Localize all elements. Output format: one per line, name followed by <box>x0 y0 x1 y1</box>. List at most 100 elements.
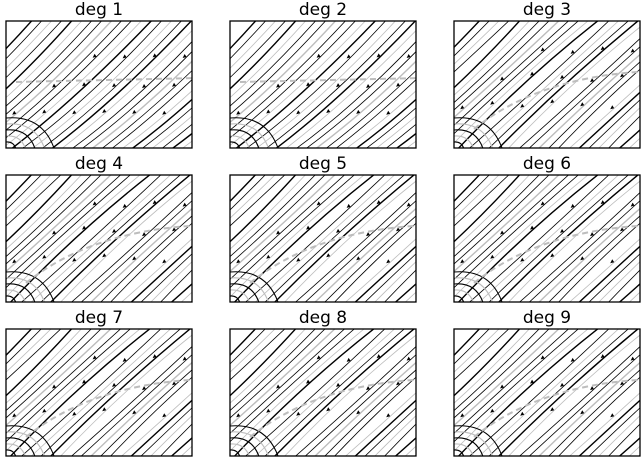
stream-arrow <box>490 254 495 259</box>
streamline <box>454 21 570 126</box>
streamline <box>366 107 416 148</box>
streamlines <box>6 21 192 148</box>
streamline <box>454 21 521 89</box>
stream-arrow <box>182 202 187 207</box>
stream-arrow <box>52 83 57 88</box>
streamline <box>254 329 396 456</box>
streamline <box>364 253 416 302</box>
streamline-loop <box>6 425 55 456</box>
streamline <box>9 329 151 456</box>
streamline-loop <box>454 277 493 302</box>
panel-title: deg 1 <box>75 0 123 20</box>
streamline <box>6 21 122 131</box>
streamline-loop <box>230 437 260 456</box>
streamline <box>6 175 82 250</box>
stream-arrow <box>152 354 157 359</box>
streamline <box>230 329 316 412</box>
streamline <box>230 329 266 365</box>
streamline <box>6 329 122 434</box>
streamline <box>91 60 192 148</box>
stream-arrow <box>570 357 575 362</box>
streamline <box>497 21 640 148</box>
streamline <box>32 21 172 148</box>
stream-arrow <box>620 381 625 386</box>
stream-arrow <box>610 259 615 264</box>
streamline-loop <box>454 141 465 148</box>
streamline <box>454 175 530 250</box>
streamline-loop <box>6 135 26 148</box>
stream-arrow <box>540 201 545 206</box>
stream-arrow <box>82 379 87 384</box>
streamline <box>160 269 192 302</box>
stream-arrow <box>306 82 311 87</box>
streamline <box>6 175 131 289</box>
streamline <box>22 21 162 148</box>
stream-arrow <box>560 74 565 79</box>
streamline <box>80 354 192 456</box>
stream-arrow <box>316 355 321 360</box>
streamline <box>454 21 550 111</box>
streamline <box>51 21 192 148</box>
streamline-loop <box>230 443 250 456</box>
stream-arrow <box>326 109 331 114</box>
stream-arrow <box>122 54 127 59</box>
streamline <box>285 29 416 148</box>
streamline <box>80 200 192 302</box>
axes-frame <box>5 174 193 303</box>
stream-arrow <box>276 384 281 389</box>
stream-arrow <box>620 227 625 232</box>
streamline <box>256 21 396 148</box>
streamline <box>130 399 192 456</box>
streamline <box>569 392 640 456</box>
streamline <box>454 175 481 203</box>
stream-arrow <box>52 384 57 389</box>
streamline <box>324 369 416 456</box>
streamline <box>150 415 192 456</box>
stream-arrow <box>346 203 351 208</box>
streamline <box>578 91 640 148</box>
streamline <box>6 175 112 273</box>
streamline <box>454 175 579 289</box>
streamline <box>245 175 386 302</box>
stream-arrow <box>42 408 47 413</box>
streamline <box>558 222 640 302</box>
streamline-loop <box>6 277 45 302</box>
streamline <box>6 329 42 365</box>
streamline <box>304 354 416 456</box>
streamline-loop <box>454 437 484 456</box>
streamline <box>21 175 162 302</box>
stream-arrow <box>276 83 281 88</box>
streamline-loop <box>6 141 17 148</box>
stream-arrow <box>236 110 241 115</box>
panel-title: deg 3 <box>523 0 571 20</box>
streamline <box>497 329 640 456</box>
panel-9: deg 9 <box>453 308 641 457</box>
streamline-loop <box>454 431 493 456</box>
streamline <box>295 191 416 302</box>
streamline <box>151 115 192 148</box>
stream-arrow <box>142 84 147 89</box>
streamline-loop <box>230 123 269 148</box>
stream-arrow <box>336 382 341 387</box>
streamline <box>230 175 297 243</box>
streamline <box>618 437 640 456</box>
streamline <box>6 329 141 452</box>
stream-arrow <box>102 407 107 412</box>
streamline <box>420 16 570 153</box>
streamline <box>578 245 640 302</box>
streamline <box>394 437 416 456</box>
streamline <box>628 291 640 302</box>
stream-arrow <box>296 411 301 416</box>
streamline <box>454 329 521 397</box>
streamline <box>6 329 73 397</box>
streamline-loop <box>6 443 26 456</box>
stream-arrow <box>630 202 635 207</box>
separatrix <box>249 224 416 284</box>
streamline <box>122 90 192 148</box>
separatrix <box>25 378 192 438</box>
streamline <box>548 215 640 302</box>
streamline-loop <box>230 289 250 302</box>
streamline <box>6 175 73 243</box>
streamline <box>454 175 550 265</box>
